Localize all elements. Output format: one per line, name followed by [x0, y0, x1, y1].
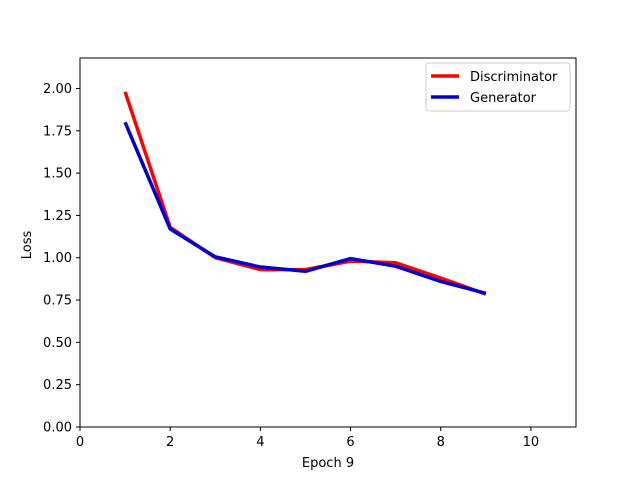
x-tick-label: 10 [523, 435, 540, 450]
y-tick-label: 1.25 [43, 209, 72, 224]
y-tick-label: 0.25 [43, 378, 72, 393]
legend: Discriminator Generator [425, 62, 571, 112]
y-axis-label: Loss [20, 231, 35, 260]
plot-area [80, 58, 576, 427]
y-tick-label: 1.00 [43, 251, 72, 266]
series-line-generator [123, 121, 487, 295]
plot-background [80, 58, 576, 427]
y-tick-label: 0.50 [43, 336, 72, 351]
legend-box [425, 62, 571, 112]
x-tick-label: 8 [437, 435, 445, 450]
series-layer [123, 91, 487, 296]
x-tick-label: 0 [76, 435, 84, 450]
x-tick-label: 2 [166, 435, 174, 450]
axes-frame [79, 57, 577, 428]
x-tick-label: 4 [256, 435, 264, 450]
y-tick-label: 0.00 [43, 421, 72, 436]
y-tick-label: 1.75 [43, 124, 72, 139]
x-tick-label: 6 [346, 435, 354, 450]
y-tick-label: 2.00 [43, 82, 72, 97]
y-tick-label: 1.50 [43, 167, 72, 182]
legend-label-generator: Generator [470, 91, 537, 106]
legend-label-discriminator: Discriminator [470, 70, 558, 85]
x-axis-label: Epoch 9 [302, 456, 354, 471]
y-tick-label: 0.75 [43, 294, 72, 309]
axes-layer: 0 2 4 6 8 10 0.00 0.25 0.50 0.75 1.00 1.25 1.50 1.75 2… [43, 57, 577, 450]
